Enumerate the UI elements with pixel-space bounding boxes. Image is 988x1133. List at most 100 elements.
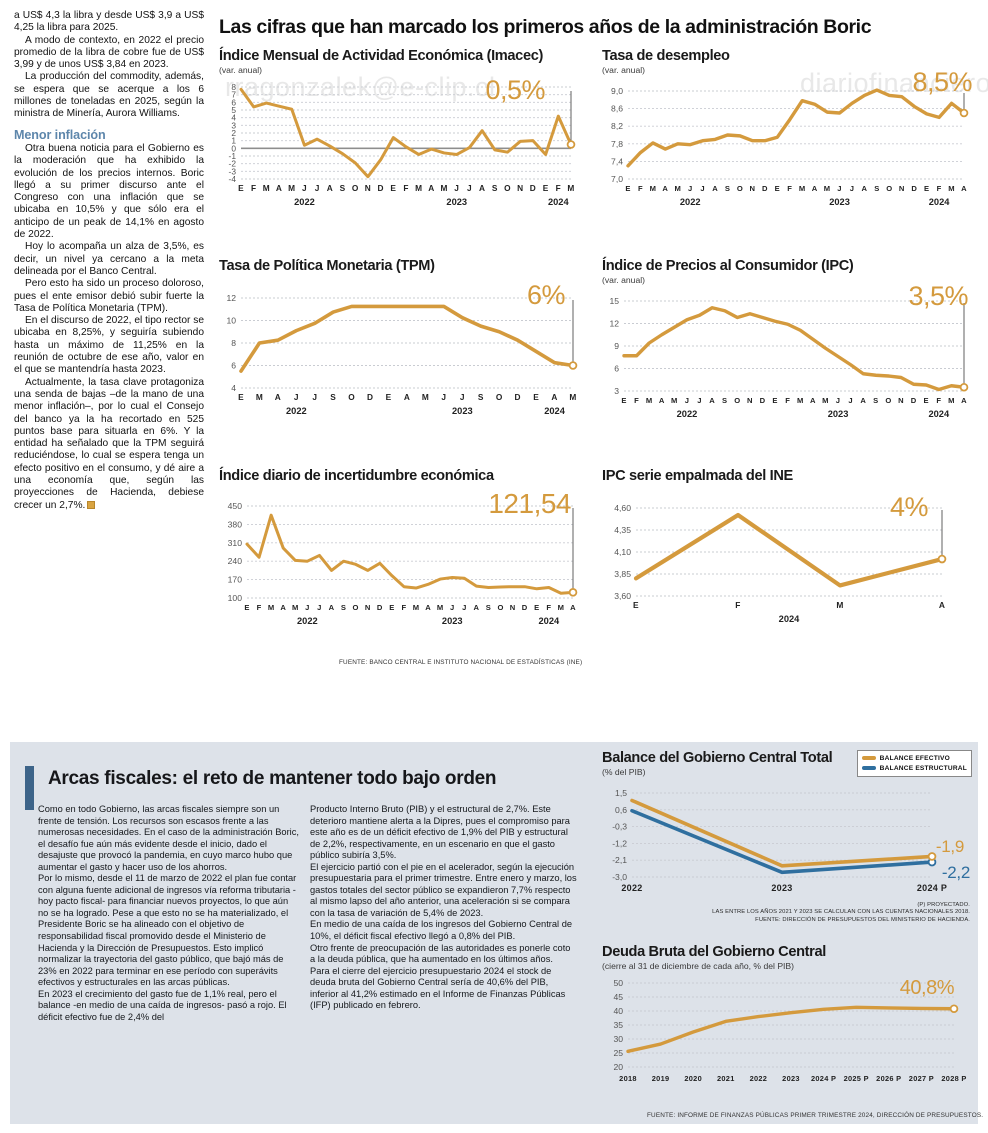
svg-text:2025 P: 2025 P xyxy=(844,1074,869,1083)
svg-text:4,10: 4,10 xyxy=(614,547,631,557)
svg-text:-3: -3 xyxy=(229,166,237,176)
svg-text:M: M xyxy=(650,184,657,193)
bottom-article-title: Arcas fiscales: el reto de mantener todo… xyxy=(48,768,497,789)
svg-text:M: M xyxy=(263,183,270,193)
paragraph: Pero esto ha sido un proceso doloroso, p… xyxy=(14,278,204,314)
svg-text:8: 8 xyxy=(231,82,236,92)
svg-text:N: N xyxy=(517,183,523,193)
chart-tpm: Tasa de Política Monetaria (TPM) 12 10 8 6 4… xyxy=(219,258,587,418)
svg-text:7,8: 7,8 xyxy=(611,139,623,149)
svg-text:D: D xyxy=(530,183,536,193)
svg-text:15: 15 xyxy=(609,296,619,306)
svg-text:E: E xyxy=(633,600,639,610)
svg-text:F: F xyxy=(403,183,408,193)
svg-text:D: D xyxy=(377,603,383,612)
chart-subtitle: (% del PIB) xyxy=(602,767,646,777)
svg-text:E: E xyxy=(238,183,244,193)
legend-label: BALANCE ESTRUCTURAL xyxy=(879,764,967,772)
svg-text:2022: 2022 xyxy=(297,616,318,626)
svg-text:6: 6 xyxy=(614,364,619,374)
chart-subtitle: (var. anual) xyxy=(219,65,262,75)
svg-text:310: 310 xyxy=(228,538,243,548)
svg-text:380: 380 xyxy=(228,519,243,529)
svg-text:O: O xyxy=(352,183,359,193)
svg-text:F: F xyxy=(257,603,262,612)
svg-text:J: J xyxy=(460,392,465,402)
end-mark-icon xyxy=(87,500,96,509)
chart-subtitle: (var. anual) xyxy=(602,65,645,75)
svg-text:5: 5 xyxy=(231,105,236,115)
svg-text:6: 6 xyxy=(231,97,236,107)
svg-text:450: 450 xyxy=(228,501,243,511)
left-article-column: a US$ 4,3 la libra y desde US$ 3,9 a US$… xyxy=(14,10,204,512)
svg-text:2022: 2022 xyxy=(621,883,642,893)
svg-text:S: S xyxy=(486,603,491,612)
svg-text:J: J xyxy=(836,396,841,405)
balance-efectivo-value: -1,9 xyxy=(935,837,964,856)
svg-text:M: M xyxy=(799,184,806,193)
svg-text:2022: 2022 xyxy=(286,406,307,416)
svg-text:A: A xyxy=(474,603,480,612)
svg-text:J: J xyxy=(302,183,307,193)
legend-swatch-icon xyxy=(861,756,876,760)
svg-text:J: J xyxy=(700,184,705,193)
chart-source: FUENTE: BANCO CENTRAL E INSTITUTO NACION… xyxy=(339,659,583,666)
svg-text:4,60: 4,60 xyxy=(614,503,631,513)
svg-text:M: M xyxy=(824,184,831,193)
svg-text:25: 25 xyxy=(613,1048,623,1058)
svg-text:M: M xyxy=(437,603,444,612)
svg-text:O: O xyxy=(885,396,891,405)
svg-text:-4: -4 xyxy=(229,174,237,184)
svg-text:2023: 2023 xyxy=(452,406,473,416)
paragraph: Para el cierre del ejercicio presupuesta… xyxy=(310,965,566,1011)
chart-callout: 0,5% xyxy=(485,75,545,105)
note-line: (P) PROYECTADO. xyxy=(917,902,970,908)
svg-text:S: S xyxy=(492,183,498,193)
svg-text:F: F xyxy=(787,184,792,193)
svg-text:3: 3 xyxy=(231,120,236,130)
svg-text:3,85: 3,85 xyxy=(614,569,631,579)
svg-text:100: 100 xyxy=(228,593,243,603)
legend-item-efectivo: BALANCE EFECTIVO xyxy=(861,753,967,763)
svg-text:A: A xyxy=(551,392,557,402)
svg-text:F: F xyxy=(937,184,942,193)
svg-text:9,0: 9,0 xyxy=(611,86,623,96)
chart-ipc-empalmada: IPC serie empalmada del INE 4,60 4,35 4,10… xyxy=(602,468,978,628)
balance-estructural-value: -2,2 xyxy=(941,863,970,882)
chart-svg-desempleo: 9,08,68,27,87,47,0E F M A M J J A S O N D E F M A M J J A S O… xyxy=(611,86,969,207)
svg-text:2022: 2022 xyxy=(680,197,701,207)
chart-title: IPC serie empalmada del INE xyxy=(602,468,793,484)
svg-text:S: S xyxy=(340,183,346,193)
svg-text:A: A xyxy=(860,396,866,405)
paragraph: En 2023 el crecimiento del gasto fue de … xyxy=(38,988,287,1022)
plot-area: 9,0 8,6 8,2 7,8 7,4 7,0 E F M A M J J A S O N D E F M A M J J A S O… xyxy=(602,67,978,211)
svg-text:7,0: 7,0 xyxy=(611,174,623,184)
bottom-article-col2: Producto Interno Bruto (PIB) y el estruc… xyxy=(310,804,578,1012)
svg-text:E: E xyxy=(924,396,929,405)
paragraph: Por lo mismo, desde el 11 de marzo de 20… xyxy=(38,873,297,988)
svg-text:2018: 2018 xyxy=(619,1074,637,1083)
paragraph-text: Actualmente, la tasa clave protagoniza u… xyxy=(14,376,204,511)
svg-text:O: O xyxy=(734,396,740,405)
svg-text:2022: 2022 xyxy=(750,1074,768,1083)
svg-text:F: F xyxy=(785,396,790,405)
svg-text:2024: 2024 xyxy=(929,197,951,207)
svg-text:A: A xyxy=(662,184,668,193)
chart-svg-deuda: 50 45 40 35 30 25 20 2018 2019 2020 2021 2022 2023 20… xyxy=(613,978,966,1083)
svg-text:-2: -2 xyxy=(229,159,237,169)
svg-text:30: 30 xyxy=(613,1034,623,1044)
chart-callout: 3,5% xyxy=(908,281,968,311)
svg-text:J: J xyxy=(450,603,455,612)
svg-text:J: J xyxy=(467,183,472,193)
svg-text:2024 P: 2024 P xyxy=(917,883,947,893)
svg-text:O: O xyxy=(737,184,743,193)
svg-text:1,5: 1,5 xyxy=(615,788,627,798)
svg-text:2023: 2023 xyxy=(771,883,792,893)
chart-incertidumbre: Índice diario de incertidumbre económica… xyxy=(219,468,587,666)
svg-text:E: E xyxy=(386,392,392,402)
svg-text:M: M xyxy=(268,603,275,612)
svg-text:2024: 2024 xyxy=(544,406,566,416)
svg-text:2023: 2023 xyxy=(829,197,850,207)
